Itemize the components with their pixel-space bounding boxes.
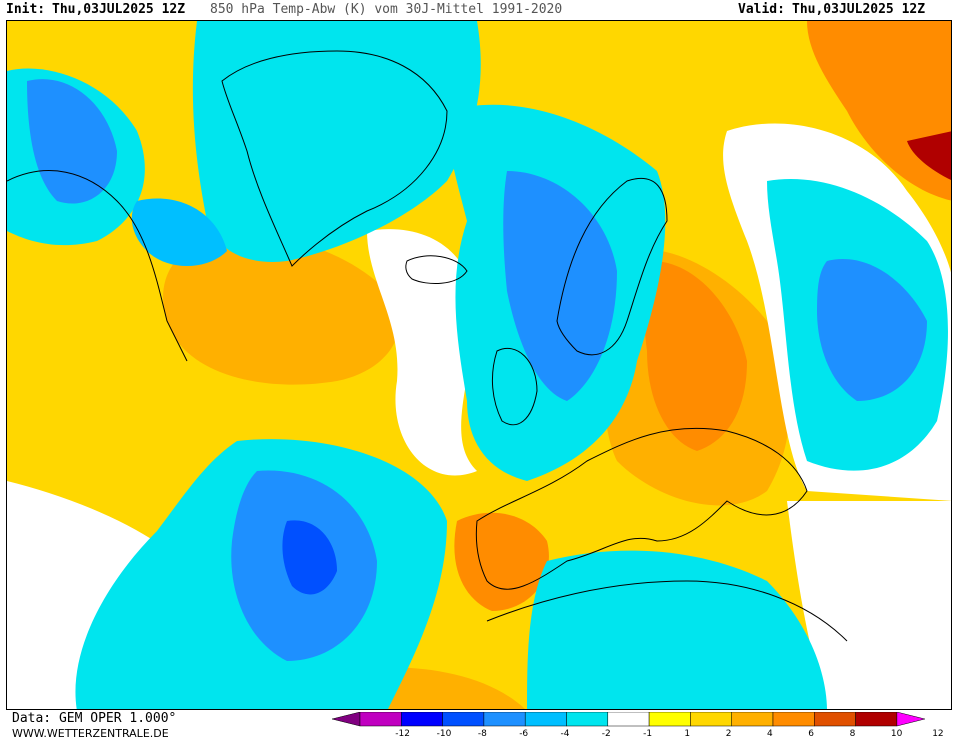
legend-tick-label: -1 bbox=[643, 729, 653, 739]
map-title: 850 hPa Temp-Abw (K) vom 30J-Mittel 1991… bbox=[210, 2, 563, 17]
anomaly-zone-atlantic-warm bbox=[163, 236, 399, 385]
legend-arrow-left bbox=[332, 712, 361, 727]
legend-swatch bbox=[772, 712, 815, 727]
coastline-canada bbox=[7, 170, 188, 362]
legend-tick-label: -10 bbox=[436, 729, 452, 739]
anomaly-zone-russia-cold-deep bbox=[817, 259, 927, 401]
init-timestamp: Thu,03JUL2025 12Z bbox=[52, 2, 186, 17]
neutral-band-north-atlantic bbox=[367, 229, 477, 476]
valid-label: Valid: bbox=[738, 2, 785, 17]
coastline-africa bbox=[486, 580, 848, 642]
anomaly-zone-iberia-warm bbox=[454, 512, 549, 611]
legend-tick-label: 8 bbox=[849, 729, 856, 739]
anomaly-zone-scandinavia-cold-deep bbox=[503, 171, 617, 401]
legend-swatch bbox=[566, 712, 609, 727]
anomaly-zone-atlantic-cold-core bbox=[282, 520, 337, 595]
anomaly-zone-labrador-cold bbox=[131, 198, 227, 266]
footer-bar: Data: GEM OPER 1.000° WWW.WETTERZENTRALE… bbox=[0, 710, 959, 741]
legend-arrow-right bbox=[896, 712, 925, 727]
legend-swatch bbox=[855, 712, 898, 727]
legend-tick-label: -8 bbox=[477, 729, 487, 739]
valid-timestamp: Thu,03JUL2025 12Z bbox=[792, 2, 926, 17]
neutral-band-middle-east bbox=[787, 501, 951, 709]
anomaly-zone-central-europe-hot bbox=[643, 261, 747, 451]
legend-swatch bbox=[607, 712, 650, 727]
temperature-anomaly-map bbox=[6, 20, 952, 710]
legend-tick-label: -6 bbox=[519, 729, 529, 739]
header-bar: Init: Thu,03JUL2025 12Z 850 hPa Temp-Abw… bbox=[0, 0, 959, 20]
website-label: WWW.WETTERZENTRALE.DE bbox=[12, 727, 169, 740]
legend-swatch bbox=[731, 712, 774, 727]
coastline-greenland bbox=[221, 50, 448, 267]
legend-tick-label: 1 bbox=[684, 729, 691, 739]
color-scale-legend bbox=[332, 712, 925, 727]
anomaly-zone-africa-cold bbox=[527, 550, 827, 709]
data-source-label: Data: GEM OPER 1.000° bbox=[12, 711, 177, 726]
legend-tick-label: 2 bbox=[725, 729, 732, 739]
coastline-iceland bbox=[405, 255, 468, 284]
legend-swatch bbox=[690, 712, 732, 727]
coastline-europe bbox=[475, 427, 808, 590]
legend-swatch bbox=[359, 712, 402, 727]
legend-swatch bbox=[524, 712, 567, 727]
legend-tick-label: 4 bbox=[767, 729, 773, 739]
legend-swatch bbox=[814, 712, 856, 727]
map-canvas bbox=[7, 21, 951, 709]
legend-tick-label: 10 bbox=[890, 729, 903, 739]
legend-tick-label: -2 bbox=[601, 729, 611, 739]
anomaly-zone-northeast-hot bbox=[907, 131, 951, 180]
legend-swatch bbox=[483, 712, 526, 727]
legend-tick-label: -4 bbox=[560, 729, 570, 739]
legend-swatch bbox=[442, 712, 485, 727]
legend-tick-label: -12 bbox=[395, 729, 410, 739]
legend-swatch bbox=[648, 712, 691, 727]
anomaly-zone-canada-cold-deep bbox=[27, 79, 117, 204]
coastline-scandinavia bbox=[556, 177, 668, 356]
legend-swatch bbox=[401, 712, 443, 727]
coastlines bbox=[7, 50, 848, 642]
init-label: Init: bbox=[6, 2, 46, 17]
coastline-british-isles bbox=[492, 348, 538, 426]
anomaly-zone-northeast-warm bbox=[807, 21, 951, 201]
legend-tick-label: 12 bbox=[932, 729, 944, 739]
legend-tick-label: 6 bbox=[808, 729, 815, 739]
anomaly-zone-greenland-cold bbox=[192, 21, 481, 262]
